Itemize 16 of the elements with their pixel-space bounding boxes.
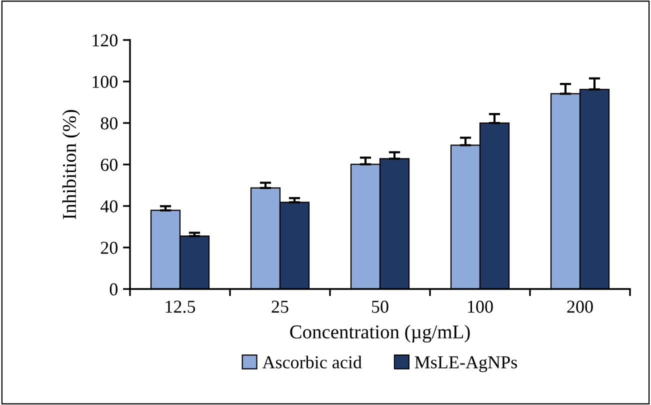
y-tick-label: 60 [100, 158, 118, 171]
y-tick-label: 120 [92, 34, 118, 46]
y-tick-label: 0 [110, 283, 118, 296]
x-tick-label: 25 [272, 300, 288, 313]
legend-label: MsLE-AgNPs [414, 356, 518, 372]
y-tick-label: 80 [100, 117, 118, 130]
y-tick-label: 20 [100, 242, 118, 254]
y-tick-label: 100 [92, 76, 118, 88]
x-tick-label: 200 [567, 300, 593, 313]
x-tick-label: 50 [372, 300, 388, 313]
x-axis-title: Concentration (µg/mL) [290, 324, 470, 343]
x-tick-label: 12.5 [166, 300, 196, 313]
x-tick-label: 100 [468, 300, 493, 313]
y-axis-title: Inhibition (%) [62, 110, 80, 220]
legend-label: Ascorbic acid [262, 356, 362, 368]
y-tick-label: 40 [100, 200, 118, 212]
